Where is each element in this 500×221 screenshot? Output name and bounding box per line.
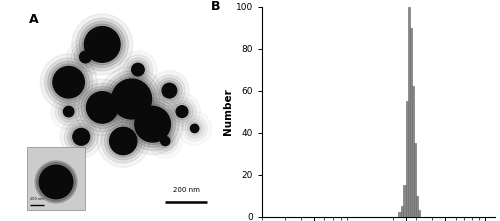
Circle shape	[97, 115, 150, 167]
Circle shape	[110, 127, 137, 155]
Circle shape	[130, 101, 176, 147]
Circle shape	[76, 18, 128, 71]
Circle shape	[104, 71, 160, 127]
Circle shape	[104, 122, 142, 160]
Circle shape	[71, 43, 100, 71]
Circle shape	[158, 134, 172, 148]
Circle shape	[74, 46, 96, 68]
Circle shape	[122, 94, 183, 155]
Circle shape	[174, 103, 190, 120]
Circle shape	[126, 58, 150, 81]
Bar	[406, 101, 408, 217]
Circle shape	[81, 86, 123, 128]
Circle shape	[182, 116, 207, 141]
Circle shape	[171, 101, 193, 123]
Circle shape	[160, 81, 180, 101]
Circle shape	[53, 67, 84, 98]
Circle shape	[64, 106, 74, 117]
Circle shape	[36, 163, 76, 201]
Circle shape	[82, 24, 122, 65]
Circle shape	[126, 98, 179, 151]
Circle shape	[99, 67, 164, 131]
Text: 200 nm: 200 nm	[173, 187, 200, 194]
Circle shape	[84, 89, 120, 126]
Circle shape	[39, 165, 73, 199]
Circle shape	[109, 76, 154, 122]
Circle shape	[157, 78, 182, 103]
Bar	[412, 86, 414, 217]
Circle shape	[188, 122, 202, 135]
Circle shape	[112, 79, 152, 119]
Circle shape	[55, 98, 82, 125]
Circle shape	[60, 116, 102, 158]
Circle shape	[74, 79, 130, 136]
Circle shape	[185, 119, 204, 138]
Circle shape	[150, 71, 190, 110]
Bar	[404, 185, 406, 217]
Circle shape	[48, 61, 90, 103]
Circle shape	[79, 21, 126, 68]
Circle shape	[168, 97, 196, 126]
Circle shape	[50, 64, 87, 101]
Circle shape	[58, 101, 79, 122]
Text: 200 nm: 200 nm	[30, 197, 44, 201]
Bar	[26, 147, 86, 210]
Circle shape	[86, 92, 118, 123]
Circle shape	[152, 128, 178, 154]
Circle shape	[68, 123, 95, 151]
Circle shape	[40, 54, 97, 110]
Bar	[418, 210, 420, 217]
Text: B: B	[210, 0, 220, 13]
Circle shape	[162, 83, 177, 98]
Bar	[398, 212, 401, 217]
Y-axis label: Number: Number	[222, 88, 232, 135]
Circle shape	[129, 61, 146, 78]
Circle shape	[72, 14, 132, 75]
Bar	[408, 7, 410, 217]
Circle shape	[135, 106, 170, 142]
Circle shape	[61, 104, 76, 119]
Circle shape	[107, 125, 140, 157]
Circle shape	[78, 83, 126, 131]
Circle shape	[190, 124, 199, 133]
Text: A: A	[29, 13, 38, 26]
Bar	[416, 196, 418, 217]
Circle shape	[101, 119, 146, 163]
Circle shape	[35, 161, 77, 203]
Circle shape	[70, 126, 92, 148]
Circle shape	[160, 136, 170, 146]
Circle shape	[84, 27, 120, 62]
Circle shape	[156, 131, 175, 151]
Circle shape	[132, 63, 144, 76]
Circle shape	[176, 106, 188, 118]
Circle shape	[77, 49, 94, 65]
Circle shape	[106, 74, 157, 124]
Circle shape	[154, 75, 185, 106]
Circle shape	[44, 58, 93, 106]
Bar	[401, 206, 404, 217]
Bar	[414, 143, 416, 217]
Circle shape	[73, 128, 90, 145]
Circle shape	[64, 120, 98, 154]
Circle shape	[123, 55, 152, 84]
Circle shape	[132, 104, 173, 145]
Bar	[410, 28, 412, 217]
Circle shape	[80, 51, 92, 63]
